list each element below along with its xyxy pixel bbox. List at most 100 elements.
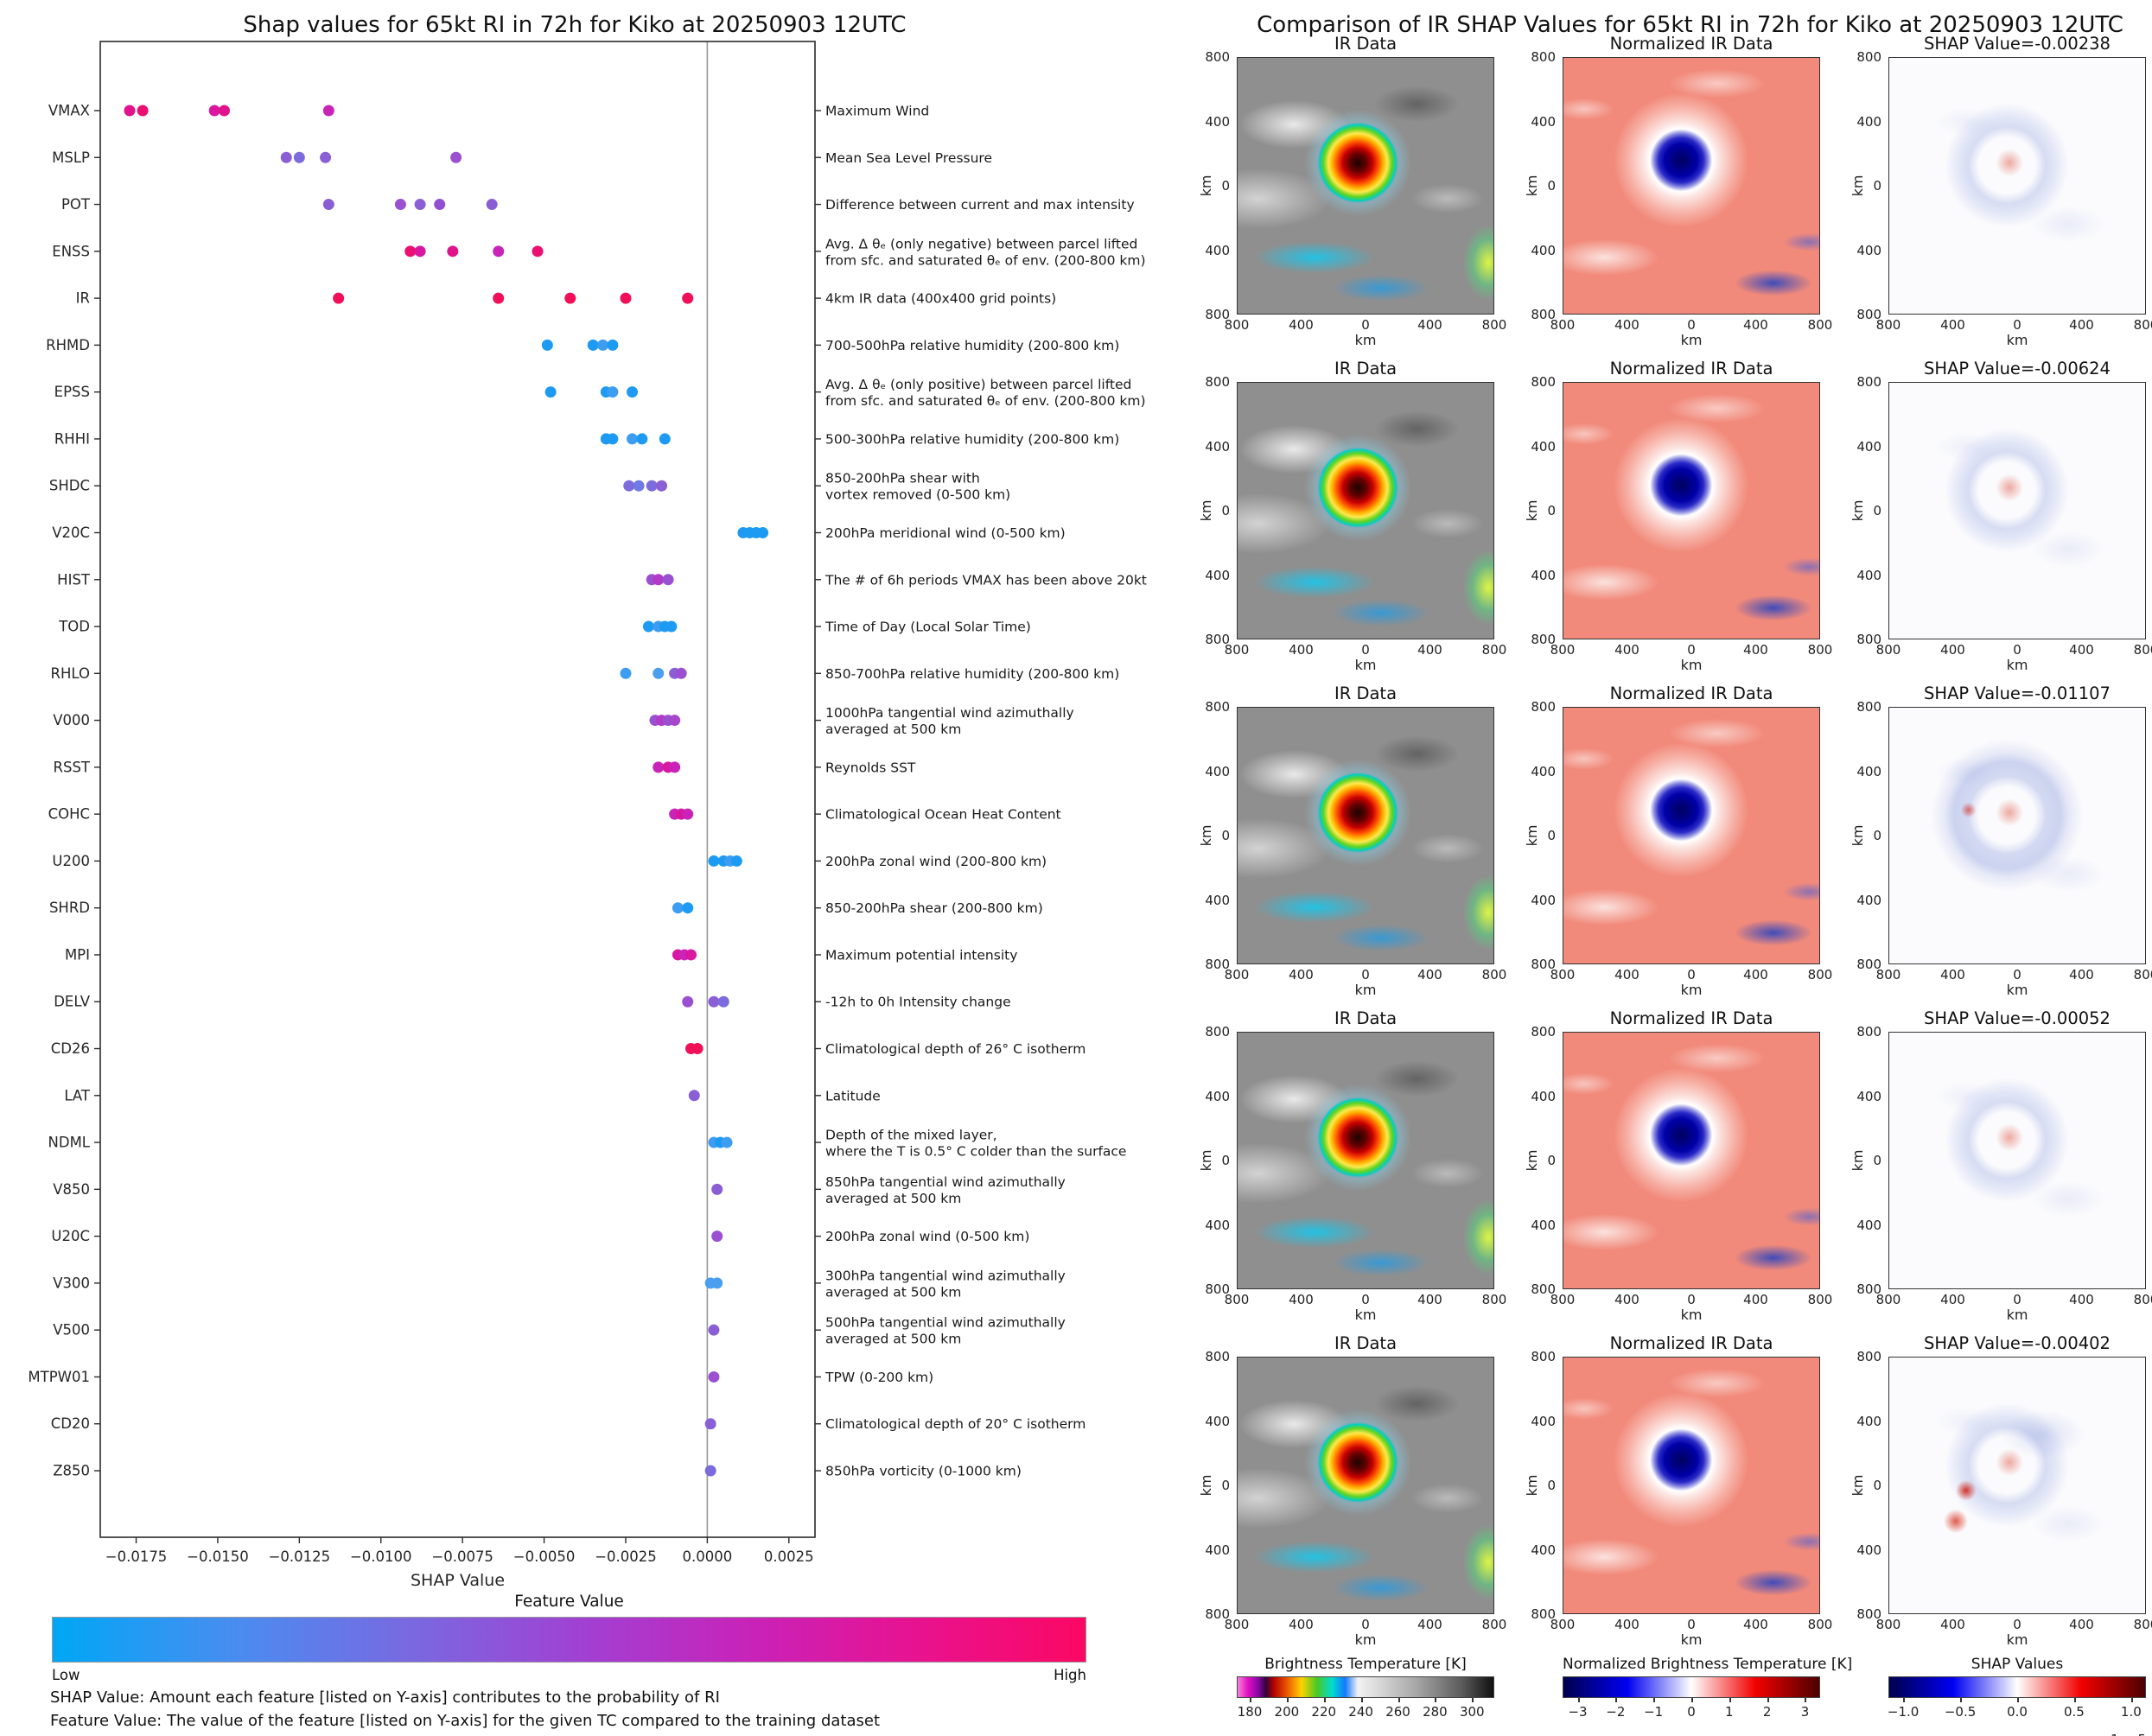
- y-tick-label: 400: [1205, 892, 1230, 908]
- x-axis-ticks: 800 400 0 400 800: [1550, 639, 1833, 658]
- shap-point: [708, 855, 720, 867]
- y-tick-label: 400: [1205, 242, 1230, 258]
- feature-description: Difference between current and max inten…: [825, 197, 1135, 213]
- y-tick-label: 800: [1531, 1281, 1556, 1297]
- plot-title: Normalized IR Data: [1609, 684, 1773, 703]
- x-tick-label: 400: [1743, 317, 1768, 333]
- shap-point: [607, 386, 619, 398]
- feature-description: 850-700hPa relative humidity (200-800 km…: [825, 666, 1119, 682]
- y-tick-label: 400: [1531, 1542, 1556, 1558]
- y-tick-label: 400: [1205, 567, 1230, 583]
- y-tick-label: 400: [1531, 1088, 1556, 1104]
- feature-label: LAT: [64, 1087, 91, 1103]
- y-tick-label: 800: [1205, 307, 1230, 322]
- y-tick-label: 400: [1531, 242, 1556, 258]
- plot-title: IR Data: [1334, 34, 1398, 54]
- feature-label: EPSS: [54, 384, 90, 400]
- feature-label: MPI: [65, 946, 90, 963]
- x-axis-ticks: 800 400 0 400 800: [1876, 1289, 2152, 1307]
- feature-description: Avg. Δ θₑ (only negative) between parcel…: [825, 236, 1146, 268]
- colorbar-normalized-brightness-temperature: Normalized Brightness Temperature [K] −3…: [1519, 1656, 1852, 1720]
- shap-point: [493, 245, 505, 258]
- feature-label: Z850: [53, 1463, 90, 1479]
- colorbar-tick: [1960, 1698, 1963, 1702]
- plot-title: SHAP Value=-0.00052: [1924, 1008, 2111, 1028]
- y-axis-ticks: 800 400 0 400 800: [1519, 49, 1563, 322]
- x-tick-label: 0: [1361, 317, 1370, 333]
- colorbar-tick: [1729, 1698, 1731, 1702]
- shap-point: [688, 1090, 700, 1102]
- shap-map-image: [1888, 1032, 2146, 1289]
- x-tick-label: 0: [1361, 642, 1370, 658]
- colorbar-tick: [1691, 1698, 1693, 1702]
- shap-point: [711, 1230, 723, 1243]
- shap-point: [124, 105, 136, 117]
- shap-point: [633, 480, 645, 492]
- feature-label: RHHI: [54, 430, 90, 447]
- normalized-ir-image: [1563, 1357, 1820, 1614]
- x-axis-label: km: [1354, 1307, 1377, 1323]
- x-tick-label: 800: [1875, 642, 1901, 658]
- x-tick-label: 400: [1940, 642, 1965, 658]
- colorbar-tick-label: 0: [1687, 1704, 1696, 1720]
- shap-point: [137, 105, 149, 117]
- ir-row-1: IR Data km 800 400 0 400 800 800 400 0 400 800 km…: [1194, 31, 2152, 349]
- y-tick-label: 800: [1856, 1606, 1881, 1622]
- shap-point: [623, 480, 635, 492]
- y-axis-ticks: 800 400 0 400 800: [1519, 1024, 1563, 1297]
- feature-label: HIST: [57, 571, 91, 588]
- colorbar-tick: [1472, 1698, 1474, 1702]
- colorbar-shap-values: SHAP Values −1.0 −0.5 0.0 0.5 1.0 1e−5: [1845, 1656, 2146, 1736]
- normalized-ir-image: [1563, 707, 1820, 964]
- y-tick-label: 0: [1547, 503, 1556, 518]
- y-tick-label: 0: [1873, 1478, 1881, 1493]
- x-tick-label: 400: [2069, 1292, 2094, 1307]
- colorbar-tick-label: 180: [1237, 1704, 1263, 1720]
- shap-point: [704, 1465, 716, 1477]
- colorbar-tick-label: 0.5: [2063, 1704, 2085, 1720]
- normalized-ir-plot: Normalized IR Data km 800 400 0 400 800 800 40…: [1519, 31, 1832, 349]
- x-tick-label: 800: [1807, 317, 1833, 333]
- shap-point: [322, 199, 334, 211]
- x-axis-ticks: 800 400 0 400 800: [1550, 1614, 1833, 1632]
- y-tick-label: 800: [1856, 957, 1881, 972]
- beeswarm-plot: −0.0175 −0.0150 −0.0125 −0.0100 −0.0075 −0.00…: [28, 41, 1147, 1590]
- ir-data-plot: IR Data km 800 400 0 400 800 800 400 0 400 800 km: [1194, 1331, 1506, 1649]
- beeswarm-title: Shap values for 65kt RI in 72h for Kiko …: [243, 12, 907, 38]
- y-tick-label: 0: [1221, 503, 1230, 518]
- y-axis-ticks: 800 400 0 400 800: [1519, 374, 1563, 647]
- x-tick-label: 0: [1687, 317, 1696, 333]
- x-tick-label: 0.0025: [764, 1548, 814, 1565]
- colorbar-tick-label: 300: [1459, 1704, 1485, 1720]
- shap-point: [607, 339, 619, 351]
- y-tick-label: 800: [1205, 1349, 1230, 1364]
- feature-label: SHRD: [49, 900, 90, 916]
- shap-point: [656, 480, 668, 492]
- ir-row-2: IR Data km 800 400 0 400 800 800 400 0 400 800 km…: [1194, 356, 2152, 674]
- shap-point: [675, 667, 687, 679]
- x-tick-label: −0.0050: [513, 1548, 576, 1565]
- y-tick-label: 400: [1531, 763, 1556, 779]
- shap-point: [280, 151, 292, 163]
- x-tick-label: 0: [2013, 1292, 2021, 1307]
- ir-comparison-grid: IR Data km 800 400 0 400 800 800 400 0 400 800 km…: [1194, 31, 2152, 1656]
- y-axis-ticks: 800 400 0 400 800: [1194, 699, 1237, 972]
- colorbar-ticks: [1888, 1698, 2146, 1702]
- feature-description: 200hPa zonal wind (0-500 km): [825, 1229, 1029, 1244]
- y-tick-label: 800: [1531, 49, 1556, 65]
- y-tick-label: 800: [1856, 1024, 1881, 1040]
- feature-label: CD20: [51, 1415, 90, 1432]
- plot-title: IR Data: [1334, 684, 1398, 703]
- shap-point: [646, 480, 658, 492]
- y-tick-label: 800: [1205, 49, 1230, 65]
- y-tick-label: 800: [1205, 374, 1230, 390]
- x-tick-label: 400: [1289, 1292, 1314, 1307]
- y-tick-label: 400: [1205, 1542, 1230, 1558]
- x-tick-label: 800: [1481, 967, 1507, 982]
- shap-map-plot: SHAP Value=-0.00402 km 800 400 0 400 800 800 4…: [1845, 1331, 2152, 1649]
- x-tick-label: 0: [2013, 642, 2021, 658]
- feature-description: Mean Sea Level Pressure: [825, 150, 992, 166]
- y-tick-label: 400: [1205, 1217, 1230, 1233]
- feature-description: 500hPa tangential wind azimuthally averag…: [825, 1315, 1066, 1347]
- x-tick-label: 400: [1940, 967, 1965, 982]
